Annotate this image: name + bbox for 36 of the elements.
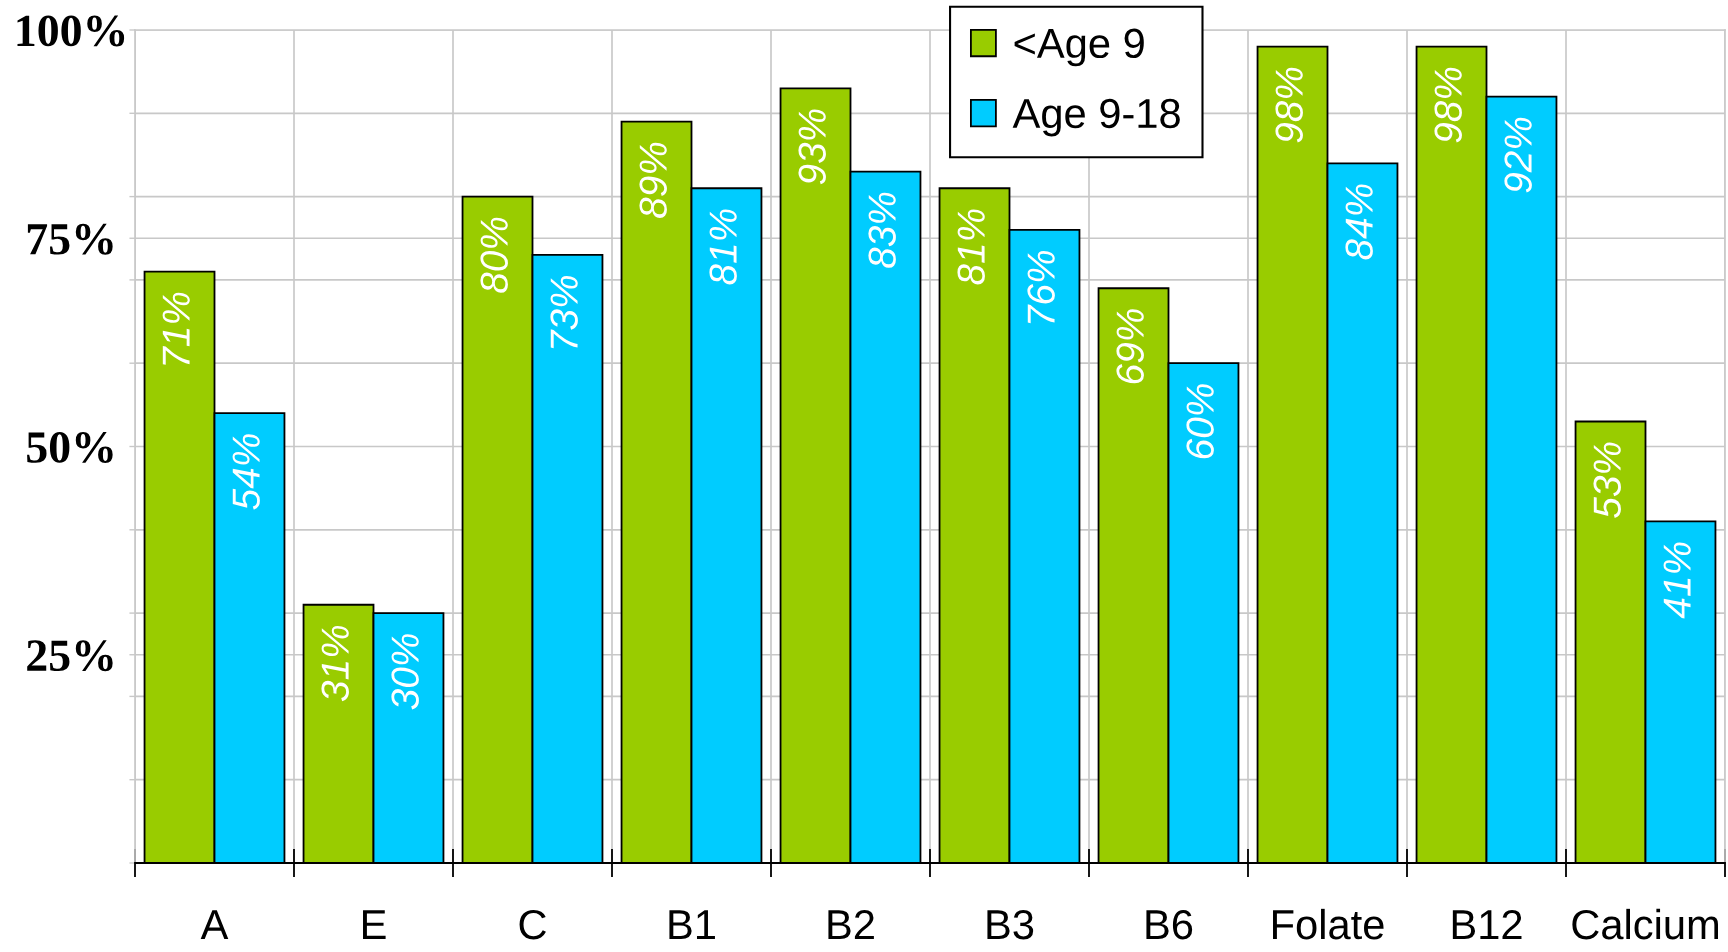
data-label: 98% bbox=[1275, 67, 1303, 143]
data-label: 41% bbox=[1663, 542, 1691, 619]
legend-label: <Age 9 bbox=[1014, 28, 1144, 67]
x-tick-label: C bbox=[519, 909, 546, 940]
x-tick-label: B3 bbox=[987, 909, 1034, 940]
data-label: 89% bbox=[639, 142, 667, 218]
data-label: 73% bbox=[550, 276, 578, 349]
y-tick-label: 50% bbox=[27, 431, 113, 463]
y-tick-label: 25% bbox=[27, 640, 113, 672]
data-label: 53% bbox=[1593, 442, 1621, 518]
data-label: 80% bbox=[480, 217, 508, 293]
data-label: 93% bbox=[798, 109, 826, 185]
x-tick-label: B12 bbox=[1452, 909, 1522, 940]
x-tick-label: Calcium bbox=[1572, 908, 1718, 940]
legend-label: Age 9-18 bbox=[1012, 98, 1180, 137]
data-label: 69% bbox=[1116, 309, 1144, 384]
x-tick-label: E bbox=[363, 910, 386, 940]
y-tick-label: 100% bbox=[17, 15, 125, 47]
data-label: 98% bbox=[1434, 67, 1462, 143]
x-tick-label: B2 bbox=[828, 909, 874, 940]
data-label: 31% bbox=[321, 625, 349, 702]
y-tick-label: 75% bbox=[27, 223, 113, 255]
data-label: 83% bbox=[868, 192, 896, 268]
x-tick-label: B1 bbox=[669, 910, 715, 940]
data-label: 54% bbox=[232, 434, 260, 510]
data-label: 76% bbox=[1027, 251, 1055, 324]
data-label: 30% bbox=[391, 634, 419, 710]
x-tick-label: B6 bbox=[1146, 909, 1193, 940]
data-label: 81% bbox=[709, 209, 737, 285]
data-label: 60% bbox=[1186, 384, 1214, 459]
data-label: 81% bbox=[957, 209, 985, 285]
data-label: 84% bbox=[1345, 184, 1373, 260]
data-label: 92% bbox=[1504, 117, 1532, 193]
x-tick-label: A bbox=[200, 910, 229, 940]
data-label: 71% bbox=[162, 292, 190, 365]
x-tick-label: Folate bbox=[1273, 908, 1384, 940]
